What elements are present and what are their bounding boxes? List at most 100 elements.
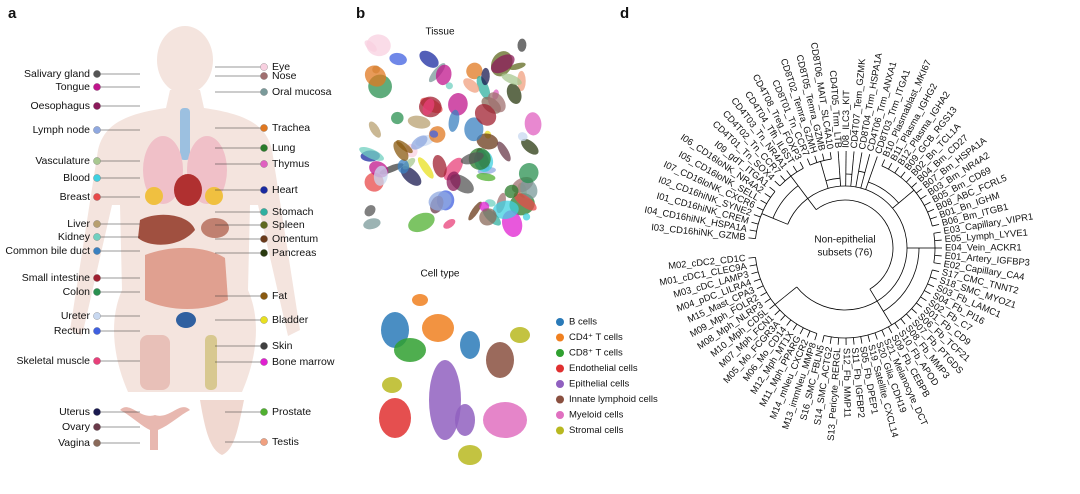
organ-dot xyxy=(260,292,268,300)
organ-dot xyxy=(93,70,101,78)
organ-dot xyxy=(93,327,101,335)
dendro-branch xyxy=(764,298,771,303)
dendro-branch xyxy=(868,181,899,204)
dendro-branch xyxy=(753,278,761,282)
umap-blob xyxy=(490,54,515,74)
dendro-branch xyxy=(820,161,827,181)
dendro-branch xyxy=(852,337,855,345)
torso xyxy=(70,90,300,392)
umap-blob xyxy=(492,200,519,219)
umap-blob xyxy=(517,38,527,52)
panel-label: b xyxy=(356,5,365,22)
organ-label: Ureter xyxy=(61,310,91,322)
dendro-branch xyxy=(860,152,863,160)
umap-blob xyxy=(474,103,497,126)
umap-blob xyxy=(379,398,411,438)
dendro-branch xyxy=(838,158,840,171)
dendro-branch xyxy=(755,257,818,334)
organ-label: Common bile duct xyxy=(5,245,90,257)
organ-dot xyxy=(260,342,268,350)
umap-blob xyxy=(524,112,542,136)
organ-label: Salivary gland xyxy=(24,68,90,80)
dendro-branch xyxy=(792,165,798,173)
dendro-branch xyxy=(880,307,892,326)
dendro-branch xyxy=(822,153,825,161)
umap-blob xyxy=(481,67,490,86)
organ-label: Rectum xyxy=(54,325,90,337)
umap-blob xyxy=(417,157,434,179)
dendro-branch xyxy=(839,170,842,187)
umap-blob xyxy=(429,360,461,440)
organ-dot xyxy=(93,174,101,182)
organ-dot xyxy=(260,408,268,416)
dendro-branch xyxy=(911,182,917,188)
umap-blob xyxy=(359,146,384,161)
umap-blob xyxy=(483,402,527,438)
dendro-branch xyxy=(920,194,927,200)
organ-dot xyxy=(93,126,101,134)
breast xyxy=(145,187,163,205)
organ-label: Oral mucosa xyxy=(272,86,332,98)
dendro-branch xyxy=(930,216,937,220)
dendro-branch xyxy=(756,285,764,290)
organ-dot xyxy=(93,288,101,296)
dendro-branch xyxy=(852,151,855,159)
dendro-branch xyxy=(883,247,920,312)
dendro-branch xyxy=(748,237,756,239)
dendro-branch xyxy=(792,323,798,331)
dendro-branch xyxy=(932,269,940,273)
umap-blob xyxy=(448,109,460,132)
intestine xyxy=(145,247,228,309)
umap-blob xyxy=(448,93,468,116)
dendro-branch xyxy=(924,290,931,295)
uterus-illustration xyxy=(120,407,190,450)
umap-blob xyxy=(460,152,484,165)
organ-label: Skeletal muscle xyxy=(16,355,90,367)
organ-label: Eye xyxy=(272,61,290,73)
organ-dot xyxy=(260,186,268,194)
dendro-branch xyxy=(892,197,906,209)
dendro-branch xyxy=(933,262,941,265)
dendro-branch xyxy=(904,189,915,199)
umap-blob xyxy=(466,62,483,80)
dendro-branch xyxy=(855,171,860,188)
umap-blob xyxy=(521,138,539,155)
organ-label: Lung xyxy=(272,142,296,154)
dendro-branch xyxy=(786,319,792,326)
organ-label: Heart xyxy=(272,184,298,196)
organ-label: Stomach xyxy=(272,206,314,218)
heart xyxy=(174,174,202,206)
dendro-branch xyxy=(867,154,871,162)
organ-dot xyxy=(93,274,101,282)
dendro-branch xyxy=(829,152,832,160)
legend-label: Stromal cells xyxy=(569,425,624,436)
organ-label: Vasculature xyxy=(35,155,90,167)
organ-dot xyxy=(260,316,268,324)
organ-label: Prostate xyxy=(272,406,311,418)
dendro-branch xyxy=(780,175,786,182)
legend-label: Myeloid cells xyxy=(569,410,624,421)
dendro-branch xyxy=(934,239,942,242)
organ-label: Oesophagus xyxy=(30,100,90,112)
dendro-branch xyxy=(916,188,923,194)
organ-label: Blood xyxy=(63,172,90,184)
umap-blob xyxy=(518,163,539,184)
dendro-branch xyxy=(869,288,878,302)
organ-label: Thymus xyxy=(272,158,309,170)
umap-title: Cell type xyxy=(421,269,460,280)
dendro-branch xyxy=(764,193,771,198)
umap-blob xyxy=(517,132,528,141)
organ-label: Vagina xyxy=(58,437,90,449)
organ-dot xyxy=(260,160,268,168)
dendro-branch xyxy=(888,162,893,170)
leaf-label: I08_ILC3_KIT xyxy=(840,90,852,148)
dendro-branch xyxy=(930,276,937,280)
organ-dot xyxy=(93,312,101,320)
dendro-branch xyxy=(753,214,761,218)
umap-blob xyxy=(407,115,431,129)
umap-panel: Tissue Cell type B cells CD4⁺ T cells CD8⁺… xyxy=(359,27,658,465)
umap-blob xyxy=(412,294,428,306)
dendro-branch xyxy=(751,271,759,275)
breast xyxy=(205,187,223,205)
umap-blob xyxy=(463,78,480,93)
